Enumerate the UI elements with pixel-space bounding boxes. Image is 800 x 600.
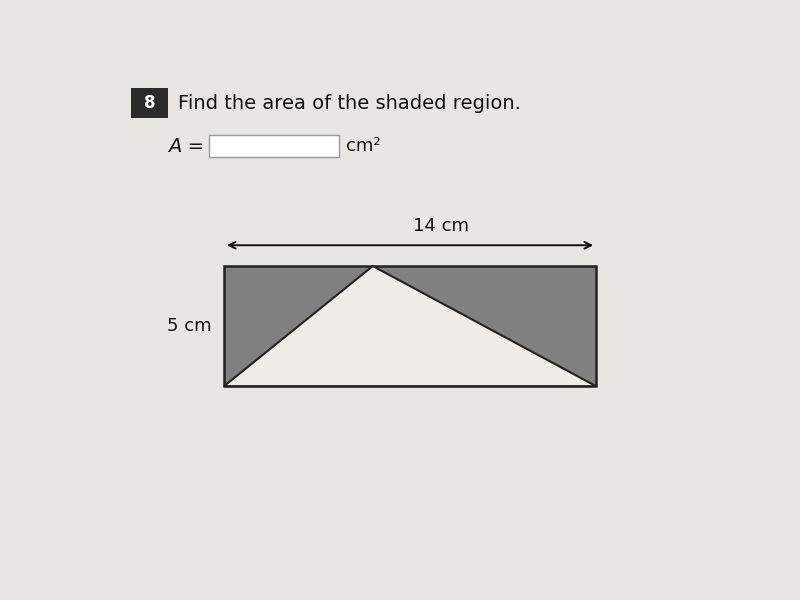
Bar <box>209 135 338 157</box>
Text: 5 cm: 5 cm <box>167 317 211 335</box>
Polygon shape <box>224 266 596 386</box>
Text: cm²: cm² <box>346 137 381 155</box>
Text: 8: 8 <box>144 94 155 112</box>
Text: 14 cm: 14 cm <box>413 217 469 235</box>
Text: A =: A = <box>168 137 204 156</box>
FancyBboxPatch shape <box>131 88 168 118</box>
Text: Find the area of the shaded region.: Find the area of the shaded region. <box>178 94 520 113</box>
Bar <box>224 266 596 386</box>
